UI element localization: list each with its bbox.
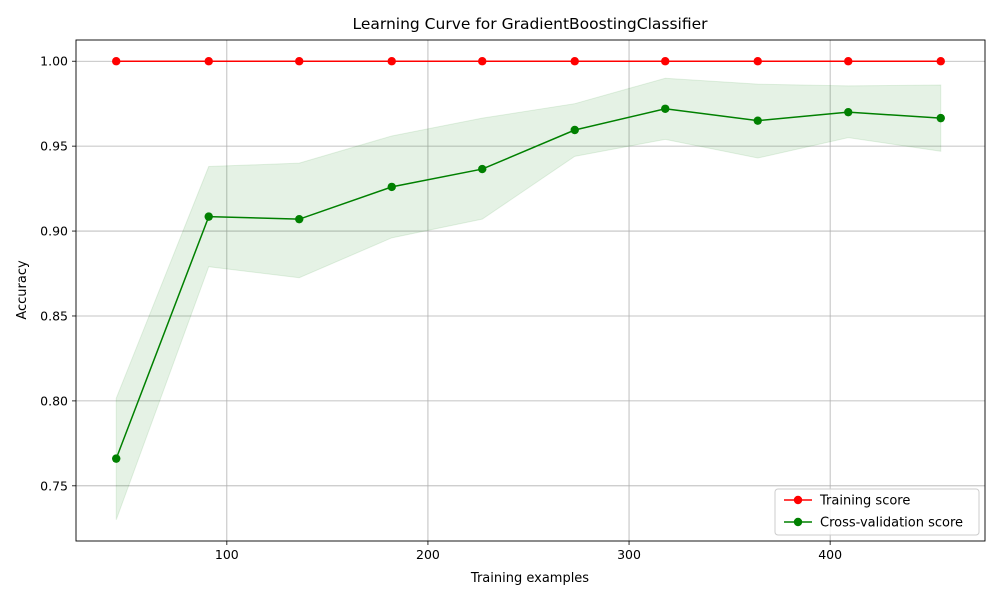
cv-score-point: [478, 164, 487, 174]
cv-score-point: [112, 454, 121, 463]
cv-score-point: [570, 125, 579, 135]
y-tick-label: 1.00: [40, 54, 68, 69]
y-tick-label: 0.85: [40, 308, 68, 323]
y-axis-label: Accuracy: [15, 260, 30, 320]
x-tick-label: 200: [416, 547, 440, 562]
training-score-point: [478, 57, 487, 66]
x-tick-label: 300: [617, 547, 641, 562]
axes-frame: [75, 39, 986, 542]
y-tick-label: 0.80: [40, 393, 68, 408]
legend-box: [774, 488, 980, 536]
y-tick-label: 0.95: [40, 139, 68, 154]
cv-score-point: [387, 182, 396, 192]
cv-score-line: [115, 108, 941, 459]
training-score-point: [570, 57, 579, 66]
cv-score-point: [295, 214, 304, 224]
cv-score-band: [115, 77, 942, 520]
cv-score-point: [661, 104, 670, 113]
legend-cv-score-label: Cross-validation score: [820, 516, 963, 531]
training-score-point: [936, 57, 945, 66]
training-score-point: [661, 57, 670, 66]
y-tick-label: 0.75: [40, 478, 68, 493]
legend-training-score-label: Training score: [819, 494, 910, 509]
y-tick-label: 0.90: [40, 224, 68, 239]
training-score-point: [295, 57, 304, 66]
training-score-point: [753, 57, 762, 66]
chart-title: Learning Curve for GradientBoostingClass…: [352, 15, 708, 33]
x-axis-label: Training examples: [470, 571, 589, 586]
legend: Training score Cross-validation score: [774, 488, 980, 536]
training-score-point: [204, 57, 213, 66]
training-score-point: [844, 57, 853, 66]
training-score-point: [387, 57, 396, 66]
cv-score-point: [204, 212, 213, 221]
plot-area: 100 200 300 400 0.75 0.80 0.85 0.90 0.95 1.00: [40, 39, 986, 562]
training-score-point: [112, 57, 121, 66]
cv-score-point: [753, 116, 762, 125]
x-tick-label: 400: [818, 547, 842, 562]
legend-training-score-marker: [793, 495, 803, 505]
legend-cv-score-marker: [793, 517, 803, 527]
cv-score-point: [844, 107, 853, 117]
cv-score-point: [936, 113, 945, 123]
x-tick-label: 100: [215, 547, 239, 562]
